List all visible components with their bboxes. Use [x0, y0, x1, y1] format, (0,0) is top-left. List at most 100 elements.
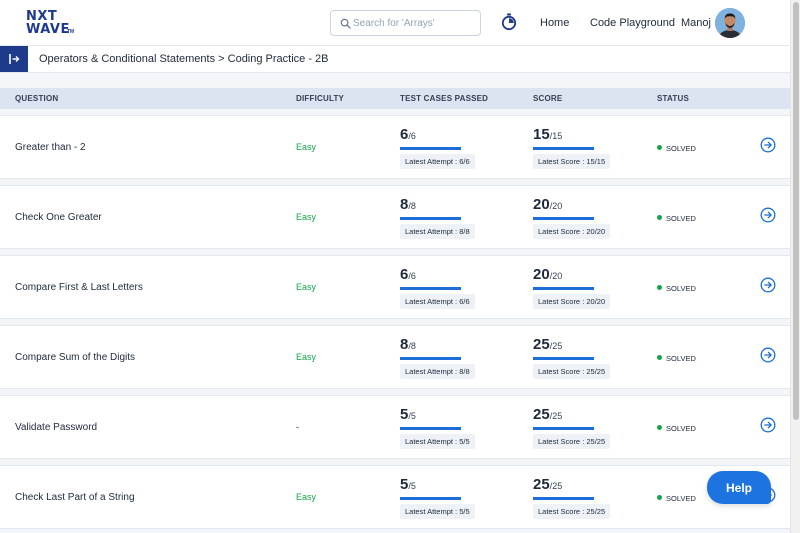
- nav-home-link[interactable]: Home: [540, 17, 570, 29]
- sidebar-toggle-button[interactable]: [0, 46, 28, 72]
- column-header-test-cases: TEST CASES PASSED: [400, 94, 489, 103]
- status-text: SOLVED: [666, 494, 696, 503]
- score-value: 25: [533, 336, 550, 353]
- score-total: /25: [549, 341, 563, 351]
- test-cases-progress-fill: [400, 427, 461, 430]
- table-row[interactable]: Check One Greater Easy 8/8 Latest Attemp…: [0, 185, 790, 249]
- search-box[interactable]: [330, 10, 481, 36]
- latest-attempt-chip: Latest Attempt : 5/5: [400, 434, 475, 449]
- score-progress-fill: [533, 217, 594, 220]
- test-cases-total: /8: [408, 201, 416, 211]
- nav-code-playground-link[interactable]: Code Playground: [590, 17, 676, 29]
- search-input[interactable]: [353, 15, 477, 32]
- table-row[interactable]: Compare First & Last Letters Easy 6/6 La…: [0, 255, 790, 319]
- arrow-right-circle-icon[interactable]: [760, 207, 776, 223]
- status-badge: SOLVED: [657, 144, 696, 153]
- test-cases-passed: 8/8 Latest Attempt : 8/8: [400, 196, 475, 239]
- latest-attempt-chip: Latest Attempt : 5/5: [400, 504, 475, 519]
- score-progress-bar: [533, 287, 594, 290]
- score-progress-bar: [533, 217, 594, 220]
- score-progress-fill: [533, 497, 594, 500]
- latest-score-chip: Latest Score : 25/25: [533, 504, 611, 519]
- test-cases-passed-count: 5: [400, 406, 409, 423]
- test-cases-passed-count: 6: [400, 266, 409, 283]
- arrow-right-circle-icon[interactable]: [760, 277, 776, 293]
- question-title[interactable]: Compare First & Last Letters: [15, 282, 143, 293]
- test-cases-total: /5: [408, 411, 416, 421]
- search-icon: [340, 18, 351, 29]
- test-cases-passed-count: 5: [400, 476, 409, 493]
- difficulty-label: -: [296, 422, 299, 432]
- test-cases-total: /8: [408, 341, 416, 351]
- score-progress-bar: [533, 427, 594, 430]
- test-cases-progress-fill: [400, 287, 461, 290]
- arrow-right-circle-icon[interactable]: [760, 347, 776, 363]
- table-row[interactable]: Greater than - 2 Easy 6/6 Latest Attempt…: [0, 115, 790, 179]
- user-name[interactable]: Manoj: [681, 17, 711, 29]
- scrollbar-thumb[interactable]: [793, 2, 799, 420]
- test-cases-progress-fill: [400, 497, 461, 500]
- score-progress-bar: [533, 147, 594, 150]
- score-total: /25: [549, 481, 563, 491]
- test-cases-progress-bar: [400, 497, 461, 500]
- status-text: SOLVED: [666, 354, 696, 363]
- table-row[interactable]: Compare Sum of the Digits Easy 8/8 Lates…: [0, 325, 790, 389]
- avatar[interactable]: [715, 8, 745, 38]
- status-text: SOLVED: [666, 214, 696, 223]
- arrow-right-circle-icon[interactable]: [760, 137, 776, 153]
- table-row[interactable]: Validate Password - 5/5 Latest Attempt :…: [0, 395, 790, 459]
- question-title[interactable]: Check One Greater: [15, 212, 102, 223]
- stopwatch-icon[interactable]: [501, 13, 517, 31]
- score-progress-fill: [533, 427, 594, 430]
- score: 25/25 Latest Score : 25/25: [533, 406, 611, 449]
- test-cases-passed: 6/6 Latest Attempt : 6/6: [400, 126, 475, 169]
- page-scrollbar[interactable]: [790, 0, 800, 533]
- status-text: SOLVED: [666, 424, 696, 433]
- expand-sidebar-icon: [9, 54, 20, 64]
- difficulty-label: Easy: [296, 142, 317, 152]
- question-title[interactable]: Greater than - 2: [15, 142, 86, 153]
- status-badge: SOLVED: [657, 354, 696, 363]
- score-value: 25: [533, 406, 550, 423]
- score-progress-bar: [533, 357, 594, 360]
- score-progress-fill: [533, 357, 594, 360]
- status-dot: [657, 495, 662, 500]
- test-cases-progress-fill: [400, 217, 461, 220]
- status-badge: SOLVED: [657, 214, 696, 223]
- status-text: SOLVED: [666, 144, 696, 153]
- difficulty-label: Easy: [296, 352, 317, 362]
- status-dot: [657, 285, 662, 290]
- score-value: 20: [533, 266, 550, 283]
- column-header-question: QUESTION: [15, 94, 59, 103]
- test-cases-progress-bar: [400, 147, 461, 150]
- test-cases-progress-bar: [400, 287, 461, 290]
- arrow-right-circle-icon[interactable]: [760, 417, 776, 433]
- latest-attempt-chip: Latest Attempt : 8/8: [400, 364, 475, 379]
- question-title[interactable]: Check Last Part of a String: [15, 492, 135, 503]
- score: 25/25 Latest Score : 25/25: [533, 336, 611, 379]
- test-cases-passed-count: 8: [400, 196, 409, 213]
- help-button[interactable]: Help: [707, 471, 771, 504]
- score-value: 15: [533, 126, 550, 143]
- user-photo-icon: [715, 8, 745, 38]
- test-cases-passed: 5/5 Latest Attempt : 5/5: [400, 406, 475, 449]
- latest-score-chip: Latest Score : 20/20: [533, 224, 611, 239]
- status-text: SOLVED: [666, 284, 696, 293]
- column-header-score: SCORE: [533, 94, 563, 103]
- test-cases-progress-bar: [400, 427, 461, 430]
- score-total: /20: [549, 271, 563, 281]
- breadcrumb[interactable]: Operators & Conditional Statements > Cod…: [39, 53, 329, 65]
- test-cases-progress-fill: [400, 357, 461, 360]
- latest-attempt-chip: Latest Attempt : 6/6: [400, 154, 475, 169]
- status-badge: SOLVED: [657, 284, 696, 293]
- question-title[interactable]: Validate Password: [15, 422, 98, 433]
- table-row[interactable]: Check Last Part of a String Easy 5/5 Lat…: [0, 465, 790, 529]
- difficulty-label: Easy: [296, 212, 317, 222]
- status-dot: [657, 355, 662, 360]
- nxtwave-logo[interactable]: NXT WAVE TM: [26, 9, 78, 37]
- latest-score-chip: Latest Score : 15/15: [533, 154, 611, 169]
- latest-score-chip: Latest Score : 25/25: [533, 364, 611, 379]
- test-cases-total: /5: [408, 481, 416, 491]
- score-value: 25: [533, 476, 550, 493]
- question-title[interactable]: Compare Sum of the Digits: [15, 352, 136, 363]
